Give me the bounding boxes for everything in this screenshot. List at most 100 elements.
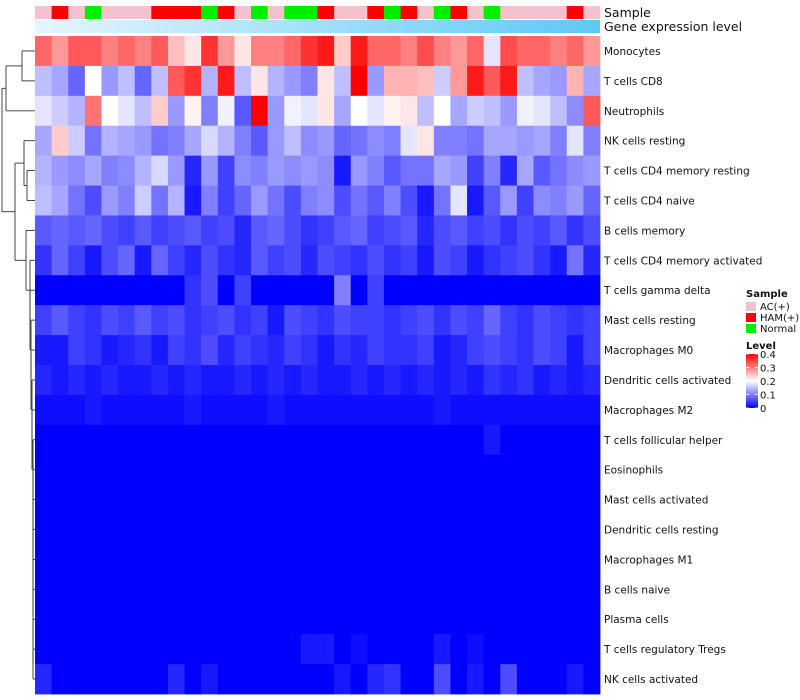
heatmap-cell <box>251 574 269 605</box>
heatmap-cell <box>334 664 352 695</box>
heatmap-cell <box>151 664 169 695</box>
heatmap-cell <box>483 36 501 67</box>
heatmap-cell <box>68 65 86 97</box>
heatmap-cell <box>350 544 368 575</box>
heatmap-cell <box>251 335 269 366</box>
heatmap-cell <box>433 185 451 216</box>
sample-annotation-bar <box>35 6 601 19</box>
gene-expression-annotation-label: Gene expression level <box>604 19 742 34</box>
heatmap-cell <box>300 634 318 665</box>
heatmap-cell <box>417 335 435 366</box>
heatmap-cell <box>151 125 169 157</box>
heatmap-cell <box>101 664 119 695</box>
heatmap-cell <box>334 424 352 456</box>
heatmap-cell <box>383 484 401 515</box>
heatmap-cell <box>550 95 568 127</box>
heatmap-cell <box>533 484 551 515</box>
heatmap-cell <box>167 65 185 97</box>
heatmap-cell <box>184 394 202 426</box>
heatmap-cell <box>234 185 252 216</box>
heatmap-cell <box>118 155 136 186</box>
heatmap-cell <box>151 574 169 605</box>
heatmap-cell <box>284 65 302 97</box>
sample-cell <box>118 6 136 19</box>
heatmap-cell <box>334 95 352 127</box>
heatmap-cell <box>134 275 152 306</box>
heatmap-cell <box>383 544 401 575</box>
heatmap-cell <box>367 95 385 127</box>
heatmap-cell <box>84 36 102 67</box>
heatmap-cell <box>267 574 285 605</box>
heatmap-cell <box>500 454 518 486</box>
legend-swatch <box>746 313 756 322</box>
heatmap-cell <box>35 215 53 246</box>
heatmap-cell <box>284 544 302 575</box>
heatmap-cell <box>483 155 501 186</box>
heatmap-cell <box>167 125 185 157</box>
heatmap-cell <box>101 604 119 635</box>
heatmap-cell <box>300 424 318 456</box>
heatmap-cell <box>300 215 318 246</box>
heatmap-cell <box>84 634 102 665</box>
heatmap-cell <box>467 275 485 306</box>
heatmap-cell <box>516 125 534 157</box>
heatmap-cell <box>367 125 385 157</box>
sample-cell <box>267 6 285 19</box>
heatmap-cell <box>367 335 385 366</box>
heatmap-cell <box>566 574 584 605</box>
heatmap-cell <box>583 125 601 157</box>
heatmap-cell <box>35 604 53 635</box>
heatmap-cell <box>267 215 285 246</box>
heatmap-cell <box>467 634 485 665</box>
sample-cell <box>134 6 152 19</box>
heatmap-cell <box>251 365 269 396</box>
heatmap-cell <box>101 155 119 186</box>
heatmap-cell <box>118 125 136 157</box>
heatmap-cell <box>583 275 601 306</box>
heatmap-cell <box>68 514 86 545</box>
heatmap-cell <box>417 514 435 545</box>
heatmap-cell <box>433 424 451 456</box>
heatmap-cell <box>167 514 185 545</box>
heatmap-cell <box>367 365 385 396</box>
sample-cell <box>317 6 335 19</box>
heatmap-cell <box>483 574 501 605</box>
heatmap-cell <box>433 335 451 366</box>
heatmap-cell <box>51 125 69 157</box>
heatmap-cell <box>118 484 136 515</box>
heatmap-cell <box>350 65 368 97</box>
legend-swatch <box>746 324 756 333</box>
heatmap-cell <box>516 514 534 545</box>
heatmap-cell <box>383 454 401 486</box>
legend-level-title: Level <box>746 341 776 352</box>
heatmap-cell <box>118 365 136 396</box>
heatmap-cell <box>433 125 451 157</box>
heatmap-cell <box>433 215 451 246</box>
row-label: T cells follicular helper <box>603 435 723 447</box>
heatmap-cell <box>516 365 534 396</box>
row-label: T cells regulatory Tregs <box>603 644 726 656</box>
heatmap-cell <box>383 574 401 605</box>
heatmap-cell <box>300 574 318 605</box>
row-label: T cells gamma delta <box>603 285 711 297</box>
heatmap-cell <box>450 514 468 545</box>
heatmap-cell <box>483 95 501 127</box>
heatmap-cell <box>300 275 318 306</box>
heatmap-cell <box>51 275 69 306</box>
heatmap-cell <box>400 215 418 246</box>
heatmap-cell <box>350 394 368 426</box>
heatmap-cell <box>550 36 568 67</box>
heatmap-cell <box>184 544 202 575</box>
heatmap-cell <box>317 634 335 665</box>
heatmap-cell <box>234 604 252 635</box>
heatmap-cell <box>251 36 269 67</box>
heatmap-cell <box>483 125 501 157</box>
heatmap-cell <box>84 125 102 157</box>
heatmap-cell <box>367 484 385 515</box>
heatmap-cell <box>35 36 53 67</box>
sample-cell <box>167 6 185 19</box>
heatmap-cell <box>201 65 219 97</box>
heatmap-cell <box>566 604 584 635</box>
heatmap-cell <box>566 155 584 186</box>
heatmap-cell <box>417 65 435 97</box>
